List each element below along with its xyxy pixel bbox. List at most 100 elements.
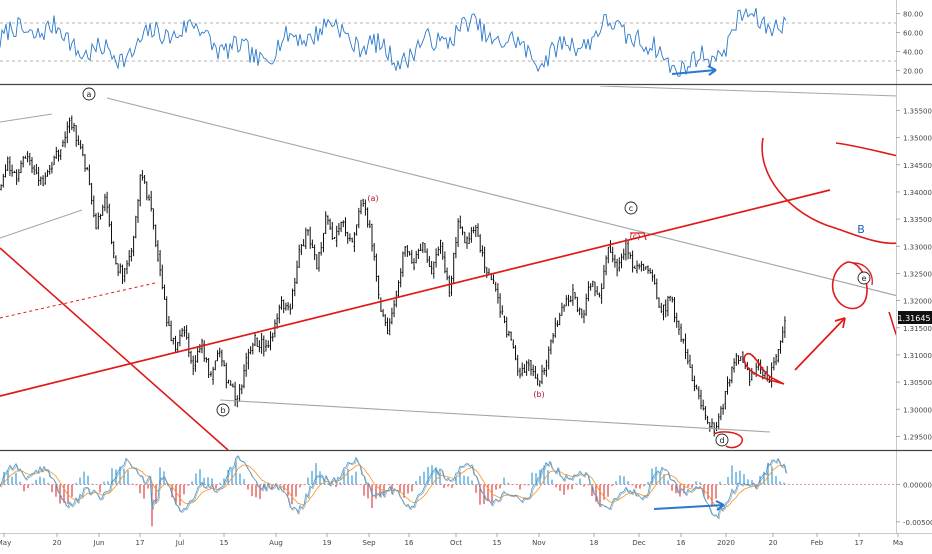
wave-label-text: (a) [367,194,378,203]
rsi-tick-label: 60.00 [903,30,923,38]
wave-label-text: e [862,274,867,283]
time-tick-label: Oct [450,539,462,547]
time-tick-label: 18 [590,539,599,547]
wave-label-circle [715,433,729,447]
wave-label-4[interactable]: e [857,271,871,285]
last-price-box [898,311,932,324]
red-support-line[interactable] [0,189,831,397]
red-tick-mark[interactable] [888,311,897,336]
wave-labels[interactable]: a b c d e (a) (b) (c) B [82,87,871,447]
wave-label-text: B [857,223,865,236]
rsi-price-scale[interactable]: 80.00 60.00 40.00 20.00 [896,11,923,76]
red-mark-c[interactable] [630,232,647,241]
wave-label-2[interactable]: c [624,201,638,215]
wave-label-8[interactable]: B [857,223,865,236]
red-arrow-shaft[interactable] [794,317,846,371]
price-panel[interactable] [0,115,786,437]
rsi-tick-label: 80.00 [903,11,923,19]
macd-tick-label: 0.00000 [903,482,932,490]
price-tick-label: 1.33000 [903,243,932,251]
upper-trendline[interactable] [106,97,898,297]
wave-label-3[interactable]: d [715,433,729,447]
wave-label-6[interactable]: (b) [533,390,544,399]
macd-price-scale[interactable]: 0.00000 -0.00500 [896,482,932,527]
time-tick-label: Aug [269,539,283,547]
macd-divergence-arrow[interactable] [653,504,725,510]
rsi-tick-label: 20.00 [903,68,923,76]
red-loop-wave-d[interactable] [743,352,785,385]
macd-drawings[interactable] [653,500,725,511]
price-tick-label: 1.35500 [903,107,932,115]
wave-label-text: b [220,406,225,415]
top-trendline[interactable] [599,86,898,97]
time-tick-label: 20 [53,539,62,547]
red-circle-e-inner[interactable] [851,262,873,286]
price-tick-label: 1.35000 [903,135,932,143]
wave-label-text: (b) [533,390,544,399]
wave-label-text: d [719,436,724,445]
wave-label-circle [216,403,230,417]
rsi-panel[interactable] [0,7,896,77]
price-tick-label: 1.34000 [903,189,932,197]
wave-label-circle [857,271,871,285]
time-axis[interactable]: May 20 Jun 17 Jul 15 Aug 19 Sep 16 Oct 15 Nov 18 Dec 16… [0,533,903,547]
wave-label-5[interactable]: (a) [367,194,378,203]
price-tick-label: 1.30000 [903,406,932,414]
time-tick-label: 19 [323,539,332,547]
time-tick-label: 16 [405,539,414,547]
red-arc-top[interactable] [835,142,898,157]
time-tick-label: Dec [632,539,646,547]
last-price-badge: 1.31645 [897,311,932,324]
price-tick-label: 1.34500 [903,162,932,170]
rsi-arrow-head[interactable] [707,65,717,76]
last-price-text: 1.31645 [897,314,930,323]
time-tick-label: 15 [220,539,229,547]
rsi-drawings[interactable] [671,65,717,76]
drawings-layer[interactable] [0,86,898,450]
time-tick-label: 2020 [717,539,735,547]
price-tick-label: 1.29500 [903,433,932,441]
red-dashed-line[interactable] [0,282,156,319]
channel-line-bottom[interactable] [0,209,83,239]
macd-tick-label: -0.00500 [903,519,932,527]
price-tick-label: 1.33500 [903,216,932,224]
macd-line-shadow [0,456,788,520]
time-tick-label: 15 [493,539,502,547]
wave-label-text: (c) [630,232,641,241]
time-tick-label: 16 [677,539,686,547]
red-arc-curve[interactable] [761,137,898,245]
price-tick-label: 1.31000 [903,352,932,360]
wave-label-7[interactable]: (c) [630,232,641,241]
wave-label-circle [624,201,638,215]
time-tick-label: Jul [175,539,185,547]
rsi-divergence-arrow[interactable] [671,69,717,75]
time-tick-label: Feb [811,539,824,547]
time-tick-label: May [0,539,11,547]
red-diagonal-line[interactable] [0,247,229,450]
time-tick-label: Ma [893,539,903,547]
price-tick-label: 1.31500 [903,325,932,333]
price-tick-label: 1.30500 [903,379,932,387]
macd-panel[interactable] [0,455,896,527]
macd-arrow-head[interactable] [715,500,725,511]
wave-label-0[interactable]: a [82,87,96,101]
time-tick-label: Jun [93,539,105,547]
rsi-tick-label: 40.00 [903,49,923,57]
time-tick-label: 17 [136,539,145,547]
red-underline-d[interactable] [713,431,743,449]
price-tick-label: 1.32000 [903,298,932,306]
wave-label-text: c [629,204,633,213]
macd-line [0,455,787,520]
red-arrow-head[interactable] [834,317,846,329]
rsi-line [0,7,787,77]
wave-label-text: a [87,90,92,99]
wave-label-circle [82,87,96,101]
price-scale[interactable]: 1.35500 1.35000 1.34500 1.34000 1.33500 1.330… [896,107,932,441]
wave-label-1[interactable]: b [216,403,230,417]
channel-line-top[interactable] [0,113,53,123]
price-tick-label: 1.32500 [903,270,932,278]
lower-trendline[interactable] [219,399,771,433]
